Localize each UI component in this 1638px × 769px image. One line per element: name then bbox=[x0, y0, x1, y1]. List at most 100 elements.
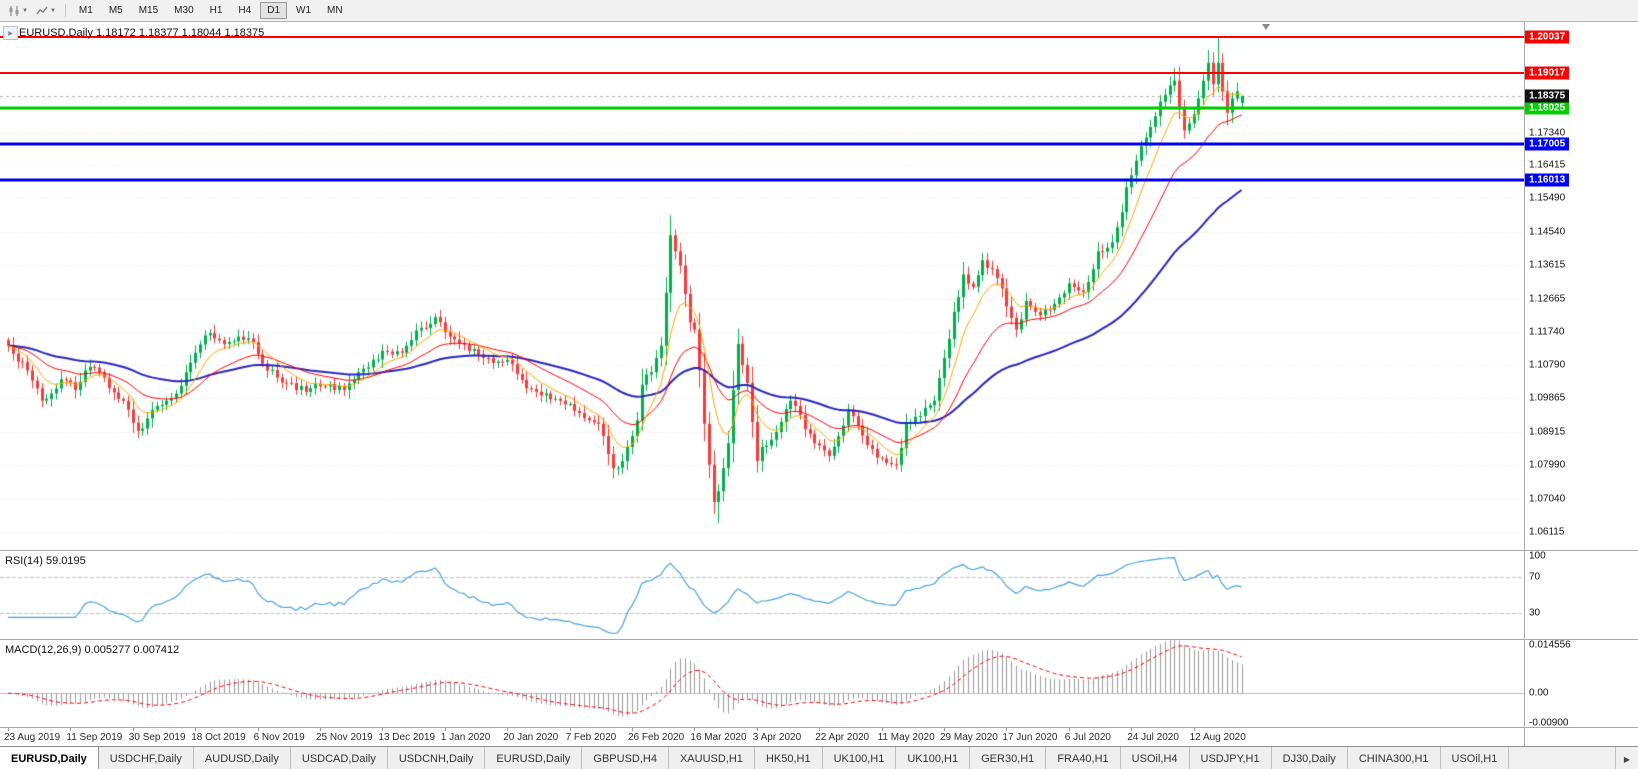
chart-tab-uk100-h1[interactable]: UK100,H1 bbox=[822, 747, 897, 769]
pane-separator[interactable] bbox=[0, 550, 1638, 551]
date-axis-tick bbox=[570, 728, 571, 731]
chart-type-icon[interactable]: ▼ bbox=[32, 4, 60, 18]
chart-title: EURUSD,Daily 1.18172 1.18377 1.18044 1.1… bbox=[19, 27, 265, 39]
chart-tab-eurusd-daily[interactable]: EURUSD,Daily bbox=[485, 747, 583, 769]
date-axis-label: 6 Nov 2019 bbox=[253, 732, 305, 743]
date-axis-tick bbox=[8, 728, 9, 731]
date-axis-label: 22 Apr 2020 bbox=[815, 732, 870, 743]
timeframe-button-m5[interactable]: M5 bbox=[108, 5, 123, 16]
date-axis-tick bbox=[944, 728, 945, 731]
date-axis-label: 6 Jul 2020 bbox=[1064, 732, 1111, 743]
date-axis-tick bbox=[882, 728, 883, 731]
chart-tab-eurusd-daily[interactable]: EURUSD,Daily bbox=[0, 747, 99, 769]
date-axis-tick bbox=[70, 728, 71, 731]
rsi-scale-label: 100 bbox=[1529, 550, 1546, 562]
price-scale-label: 1.11740 bbox=[1529, 326, 1565, 338]
chart-tab-usdcnh-daily[interactable]: USDCNH,Daily bbox=[387, 747, 486, 769]
rsi-indicator-canvas[interactable] bbox=[0, 551, 1524, 639]
date-axis-label: 30 Sep 2019 bbox=[128, 732, 186, 743]
timeframe-button-group: M1 M5 M15 M30 H1 H4 D1 W1 MN bbox=[71, 2, 351, 19]
timeframe-button-h4[interactable]: H4 bbox=[238, 5, 252, 16]
date-axis-tick bbox=[133, 728, 134, 731]
price-scale-label: 1.08915 bbox=[1529, 426, 1566, 438]
timeframe-button-h1[interactable]: H1 bbox=[209, 5, 223, 16]
date-axis-tick bbox=[694, 728, 695, 731]
tab-scroll-right-button[interactable]: ▶ bbox=[1615, 747, 1638, 769]
chart-tab-usdjpy-h1[interactable]: USDJPY,H1 bbox=[1189, 747, 1272, 769]
date-axis-label: 29 May 2020 bbox=[940, 732, 998, 743]
chart-tab-usoil-h4[interactable]: USOil,H4 bbox=[1120, 747, 1190, 769]
toolbar-separator bbox=[64, 4, 66, 17]
chart-tab-china300-h1[interactable]: CHINA300,H1 bbox=[1347, 747, 1441, 769]
chart-tab-ger30-h1[interactable]: GER30,H1 bbox=[970, 747, 1047, 769]
chart-tab-fra40-h1[interactable]: FRA40,H1 bbox=[1046, 747, 1121, 769]
caret-down-icon: ▼ bbox=[49, 7, 56, 14]
chart-tab-audusd-daily[interactable]: AUDUSD,Daily bbox=[193, 747, 291, 769]
toolbar: ▼ ▼ M1 M5 M15 M30 H1 H4 D1 W1 MN bbox=[0, 0, 1638, 22]
one-click-trading-icon[interactable]: ▶ bbox=[3, 26, 18, 40]
price-scale-label: 1.07990 bbox=[1529, 459, 1566, 471]
date-axis-label: 16 Mar 2020 bbox=[690, 732, 747, 743]
rsi-panel-title: RSI(14) 59.0195 bbox=[5, 555, 86, 567]
price-scale-label: 1.15490 bbox=[1529, 192, 1566, 204]
price-scale-label: 1.12665 bbox=[1529, 293, 1566, 305]
timeframe-button-m30[interactable]: M30 bbox=[174, 5, 194, 16]
date-axis-label: 12 Aug 2020 bbox=[1189, 732, 1246, 743]
timeframe-button-m15[interactable]: M15 bbox=[138, 5, 159, 16]
price-scale-label: 1.17340 bbox=[1529, 127, 1566, 139]
price-badge: 1.19017 bbox=[1525, 66, 1570, 80]
date-axis-label: 24 Jul 2020 bbox=[1127, 732, 1179, 743]
date-axis-label: 25 Nov 2019 bbox=[316, 732, 373, 743]
price-badge: 1.17005 bbox=[1525, 137, 1570, 151]
chart-tab-usoil-h1[interactable]: USOil,H1 bbox=[1440, 747, 1510, 769]
chart-tab-usdcad-daily[interactable]: USDCAD,Daily bbox=[290, 747, 388, 769]
rsi-scale-label: 30 bbox=[1529, 607, 1541, 619]
chart-plot-area: ▶ EURUSD,Daily 1.18172 1.18377 1.18044 1… bbox=[0, 22, 1524, 746]
chart-shift-marker-icon[interactable] bbox=[1262, 24, 1270, 30]
pane-separator[interactable] bbox=[0, 639, 1638, 640]
date-axis-label: 7 Feb 2020 bbox=[565, 732, 617, 743]
macd-indicator-canvas[interactable] bbox=[0, 640, 1524, 727]
rsi-scale-label: 70 bbox=[1529, 571, 1541, 583]
price-scale-label: 1.13615 bbox=[1529, 259, 1566, 271]
price-chart-canvas[interactable] bbox=[0, 22, 1524, 550]
price-scale-column[interactable]: 1.183151.173401.164151.154901.145401.136… bbox=[1524, 22, 1638, 746]
price-badge: 1.18025 bbox=[1525, 101, 1570, 115]
macd-scale-label: -0.00900 bbox=[1529, 717, 1569, 729]
date-axis-tick bbox=[382, 728, 383, 731]
horizontal-level-line[interactable] bbox=[0, 106, 1524, 110]
chart-tab-bar: EURUSD,Daily USDCHF,Daily AUDUSD,Daily USDC… bbox=[0, 746, 1638, 769]
caret-down-icon: ▼ bbox=[22, 7, 28, 14]
date-axis-label: 20 Jan 2020 bbox=[503, 732, 559, 743]
timeframe-button-mn[interactable]: MN bbox=[327, 5, 343, 16]
horizontal-level-line[interactable] bbox=[0, 142, 1524, 146]
date-axis-tick bbox=[1006, 728, 1007, 731]
date-axis-label: 23 Aug 2019 bbox=[4, 732, 61, 743]
macd-panel-title: MACD(12,26,9) 0.005277 0.007412 bbox=[5, 644, 180, 656]
horizontal-level-line[interactable] bbox=[0, 35, 1524, 38]
date-axis-label: 11 May 2020 bbox=[877, 732, 935, 743]
date-axis-label: 11 Sep 2019 bbox=[66, 732, 123, 743]
candlestick-icon bbox=[9, 5, 19, 16]
timeframe-button-m1[interactable]: M1 bbox=[78, 5, 93, 16]
price-scale-label: 1.16415 bbox=[1529, 159, 1566, 171]
date-axis-label: 18 Oct 2019 bbox=[191, 732, 246, 743]
chart-tab-uk100-h1[interactable]: UK100,H1 bbox=[896, 747, 971, 769]
chart-tab-dj30-daily[interactable]: DJ30,Daily bbox=[1271, 747, 1348, 769]
date-axis-tick bbox=[258, 728, 259, 731]
date-axis-tick bbox=[320, 728, 321, 731]
timeframe-button-d1[interactable]: D1 bbox=[260, 2, 288, 19]
date-axis-tick bbox=[757, 728, 758, 731]
chart-workspace: ▶ EURUSD,Daily 1.18172 1.18377 1.18044 1… bbox=[0, 22, 1638, 746]
chart-tab-hk50-h1[interactable]: HK50,H1 bbox=[754, 747, 823, 769]
chart-options-icon[interactable]: ▼ bbox=[4, 4, 32, 18]
price-badge: 1.16013 bbox=[1525, 173, 1570, 187]
horizontal-level-line[interactable] bbox=[0, 178, 1524, 182]
chart-tab-xauusd-h1[interactable]: XAUUSD,H1 bbox=[668, 747, 755, 769]
chart-tab-gbpusd-h4[interactable]: GBPUSD,H4 bbox=[582, 747, 669, 769]
horizontal-level-line[interactable] bbox=[0, 71, 1524, 74]
timeframe-button-w1[interactable]: W1 bbox=[296, 5, 312, 16]
chart-tab-usdchf-daily[interactable]: USDCHF,Daily bbox=[98, 747, 194, 769]
price-scale-label: 1.14540 bbox=[1529, 226, 1566, 238]
